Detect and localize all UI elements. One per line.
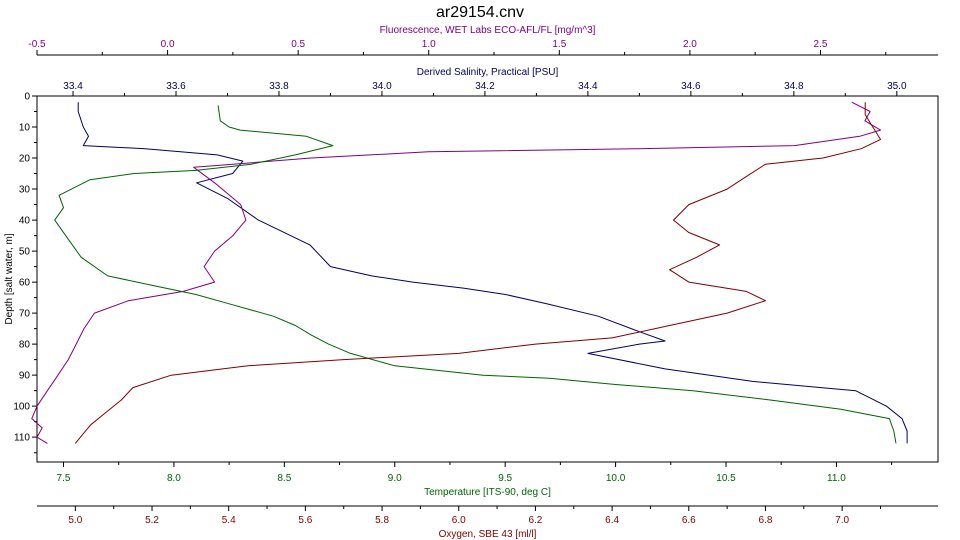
x-tick-label: 10.0: [606, 473, 626, 484]
y-tick-label: 70: [19, 309, 31, 320]
y-tick-label: 90: [19, 371, 31, 382]
x-tick-label: 0.0: [161, 39, 175, 50]
axis-title-oxygen: Oxygen, SBE 43 [ml/l]: [439, 529, 537, 540]
x-tick-label: 1.0: [422, 39, 436, 50]
x-tick-label: 33.4: [63, 81, 83, 92]
y-axis-ticks: [32, 95, 37, 454]
x-tick-label: 6.0: [452, 515, 466, 526]
x-tick-label: 34.4: [578, 81, 598, 92]
x-tick-label: 34.0: [372, 81, 392, 92]
x-tick-label: 11.0: [827, 473, 846, 484]
x-tick-label: 33.6: [166, 81, 186, 92]
chart-title: ar29154.cnv: [436, 4, 524, 21]
axis-ticks-fluorescence: [36, 50, 887, 55]
axis-oxygen: 5.0 5.2 5.4 5.6 5.8 6.0 6.2 6.4 6.6 6.8 7.0 Oxygen,…: [37, 505, 938, 540]
series-line-fluorescence: [31, 101, 881, 444]
x-tick-label: 9.5: [498, 473, 512, 484]
x-tick-label: 5.6: [298, 515, 312, 526]
axis-title-salinity: Derived Salinity, Practical [PSU]: [417, 67, 559, 78]
y-tick-label: 10: [19, 123, 31, 134]
plot-frame: [36, 95, 939, 463]
y-tick-label: 50: [19, 247, 31, 258]
x-tick-label: 34.8: [784, 81, 804, 92]
y-tick-label: 20: [19, 154, 31, 165]
series-line-temperature: [54, 105, 897, 444]
y-tick-label: 30: [19, 185, 31, 196]
x-tick-label: 5.0: [68, 515, 82, 526]
y-tick-label: 80: [19, 340, 31, 351]
axis-ticks-oxygen: [74, 506, 881, 511]
x-tick-label: 10.5: [716, 473, 736, 484]
x-tick-label: 2.5: [814, 39, 828, 50]
x-tick-label: 34.6: [681, 81, 701, 92]
axis-fluorescence: -0.5 0.0 0.5 1.0 1.5 2.0 2.5 Fluorescence, WET …: [28, 25, 938, 56]
x-tick-label: 9.0: [388, 473, 402, 484]
x-tick-label: 35.0: [887, 81, 907, 92]
x-tick-label: 8.0: [167, 473, 181, 484]
axis-temperature: 7.5 8.0 8.5 9.0 9.5 10.0 10.5 11.0 Temperature […: [37, 461, 938, 498]
x-tick-label: -0.5: [28, 39, 46, 50]
x-tick-label: 2.0: [683, 39, 697, 50]
y-tick-label: 40: [19, 216, 31, 227]
x-tick-label: 5.8: [375, 515, 389, 526]
x-tick-label: 6.2: [528, 515, 542, 526]
axis-ticks-temperature: [63, 462, 893, 467]
axis-title-temperature: Temperature [ITS-90, deg C]: [424, 487, 551, 498]
x-tick-label: 6.4: [605, 515, 619, 526]
axis-ticks-salinity: [72, 91, 898, 96]
series-layer: [31, 101, 908, 444]
y-tick-label: 60: [19, 278, 31, 289]
x-tick-label: 5.4: [222, 515, 236, 526]
x-tick-label: 7.0: [835, 515, 849, 526]
x-tick-label: 1.5: [552, 39, 566, 50]
axis-salinity: 33.4 33.6 33.8 34.0 34.2 34.4 34.6 34.8 35.0 Deri…: [37, 67, 938, 97]
x-tick-label: 6.8: [759, 515, 773, 526]
y-axis-title: Depth [salt water, m]: [4, 233, 15, 324]
x-tick-label: 8.5: [277, 473, 291, 484]
axis-title-fluorescence: Fluorescence, WET Labs ECO-AFL/FL [mg/m^…: [380, 25, 596, 36]
x-tick-label: 5.2: [145, 515, 159, 526]
series-line-oxygen: [74, 102, 881, 444]
x-tick-label: 0.5: [291, 39, 305, 50]
x-tick-label: 7.5: [57, 473, 71, 484]
series-line-salinity: [77, 102, 908, 444]
y-tick-label: 100: [13, 402, 30, 413]
x-tick-label: 6.6: [682, 515, 696, 526]
x-tick-label: 34.2: [475, 81, 495, 92]
x-tick-label: 33.8: [269, 81, 289, 92]
y-tick-label: 0: [24, 92, 30, 103]
y-tick-label: 110: [14, 433, 30, 444]
